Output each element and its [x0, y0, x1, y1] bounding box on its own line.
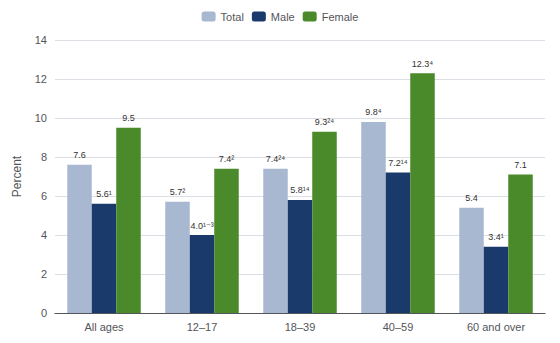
svg-text:Total: Total: [221, 11, 244, 23]
svg-text:9.5: 9.5: [122, 113, 135, 123]
svg-text:Female: Female: [322, 11, 359, 23]
svg-text:7.6: 7.6: [73, 150, 86, 160]
svg-text:12.3⁴: 12.3⁴: [412, 59, 434, 69]
svg-text:60 and over: 60 and over: [467, 321, 525, 333]
svg-text:9.8⁴: 9.8⁴: [365, 107, 382, 117]
svg-text:5.7²: 5.7²: [170, 187, 186, 197]
svg-text:14: 14: [35, 34, 47, 46]
svg-text:3.4¹: 3.4¹: [488, 232, 504, 242]
svg-text:5.4: 5.4: [465, 193, 478, 203]
svg-text:Percent: Percent: [10, 155, 24, 197]
svg-text:2: 2: [41, 268, 47, 280]
svg-text:7.1: 7.1: [514, 160, 527, 170]
svg-text:Male: Male: [271, 11, 295, 23]
svg-text:10: 10: [35, 112, 47, 124]
svg-text:7.4²: 7.4²: [219, 154, 235, 164]
svg-text:12–17: 12–17: [187, 321, 218, 333]
svg-text:4.0¹⁻³: 4.0¹⁻³: [190, 221, 213, 231]
svg-text:9.3²⁴: 9.3²⁴: [315, 117, 335, 127]
svg-text:5.8¹⁴: 5.8¹⁴: [290, 185, 310, 195]
svg-text:6: 6: [41, 190, 47, 202]
svg-text:0: 0: [41, 307, 47, 319]
svg-text:12: 12: [35, 73, 47, 85]
svg-text:7.4²⁴: 7.4²⁴: [266, 154, 286, 164]
svg-text:5.6¹: 5.6¹: [96, 189, 112, 199]
svg-text:18–39: 18–39: [285, 321, 316, 333]
svg-text:All ages: All ages: [84, 321, 124, 333]
svg-text:40–59: 40–59: [383, 321, 414, 333]
svg-text:8: 8: [41, 151, 47, 163]
svg-text:4: 4: [41, 229, 47, 241]
svg-text:7.2¹⁴: 7.2¹⁴: [388, 158, 408, 168]
